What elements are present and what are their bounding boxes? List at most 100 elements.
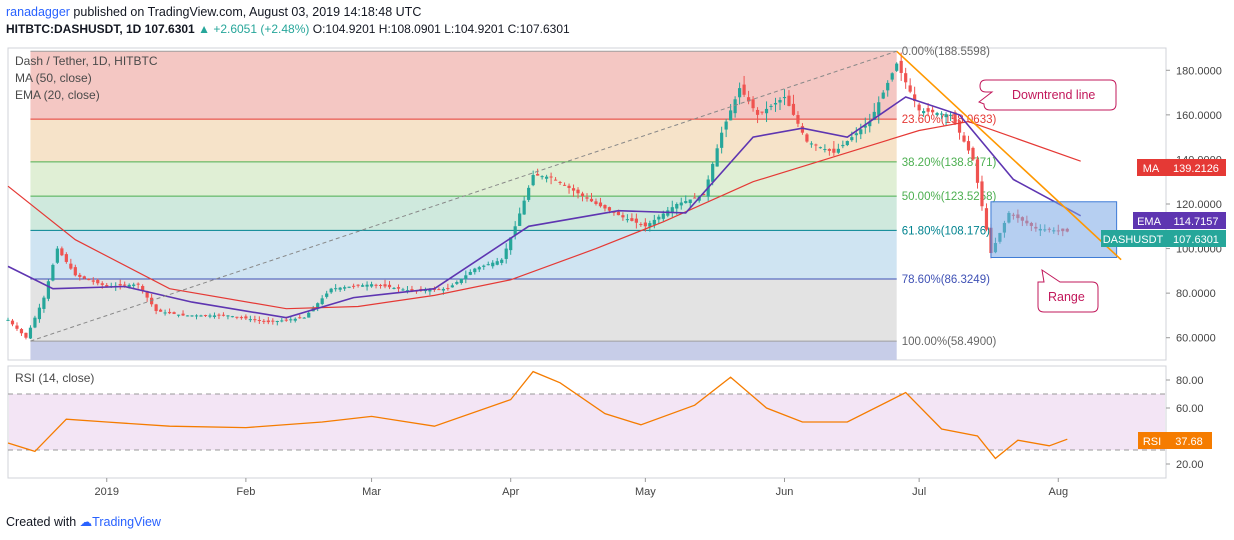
tradingview-link[interactable]: TradingView xyxy=(92,515,161,529)
fib-level-label: 100.00%(58.4900) xyxy=(902,336,997,348)
rsi-tag-value: 37.68 xyxy=(1175,436,1203,448)
fibonacci-retracement[interactable]: 0.00%(188.5598) 23.60%(158.0633) 38.20%(13… xyxy=(30,46,996,360)
candle-body xyxy=(818,147,822,149)
time-axis[interactable]: 2019 Feb Mar Apr May Jun Jul Aug xyxy=(8,477,1166,498)
time-tick-label: 2019 xyxy=(95,486,119,498)
chart-title: Dash / Tether, 1D, HITBTC xyxy=(15,54,158,68)
candle-body xyxy=(320,298,324,305)
candle-body xyxy=(787,95,791,106)
candle-body xyxy=(944,114,948,118)
candle-body xyxy=(760,111,764,113)
rsi-tick-label: 20.00 xyxy=(1176,459,1204,471)
candle-body xyxy=(280,320,284,322)
rsi-pane[interactable] xyxy=(7,370,1166,460)
candle-body xyxy=(567,185,571,188)
candle-body xyxy=(64,254,68,262)
candle-body xyxy=(720,132,724,148)
candle-body xyxy=(553,179,558,181)
candle-body xyxy=(814,144,818,146)
candle-body xyxy=(711,163,715,182)
time-tick-label: Mar xyxy=(362,486,381,498)
candle-body xyxy=(922,111,926,114)
candle-body xyxy=(702,193,706,196)
candle-body xyxy=(257,320,261,322)
time-tick-label: Aug xyxy=(1048,486,1068,498)
candle-body xyxy=(715,148,719,167)
candle-body xyxy=(325,293,329,297)
candle-body xyxy=(123,284,127,286)
candle-body xyxy=(827,148,831,151)
candle-body xyxy=(540,176,544,178)
candle-body xyxy=(42,297,46,309)
range-box[interactable] xyxy=(990,201,1118,258)
candle-body xyxy=(203,315,208,317)
candle-body xyxy=(953,112,957,124)
svg-text:RSI: RSI xyxy=(1143,436,1161,448)
candle-body xyxy=(935,112,939,116)
candle-body xyxy=(773,102,778,105)
candle-body xyxy=(545,176,549,179)
downtrend-line[interactable] xyxy=(896,50,1122,261)
candle-body xyxy=(298,317,302,319)
range-callout[interactable]: Range xyxy=(1037,268,1099,313)
candle-body xyxy=(684,201,688,204)
fib-level-label: 61.80%(108.176) xyxy=(902,225,990,237)
candle-body xyxy=(755,109,760,115)
candle-body xyxy=(100,283,104,285)
candle-body xyxy=(594,201,598,204)
candle-body xyxy=(176,314,181,316)
candle-body xyxy=(441,288,445,291)
candle-body xyxy=(343,287,347,289)
created-with-text: Created with xyxy=(6,515,77,529)
candle-body xyxy=(10,320,15,325)
downtrend-callout[interactable]: Downtrend line xyxy=(977,79,1117,111)
candle-body xyxy=(167,311,172,314)
candle-body xyxy=(253,319,257,321)
candle-body xyxy=(293,318,297,321)
candle-body xyxy=(217,314,221,316)
price-axis[interactable]: 180.0000160.0000140.0000120.0000100.0000… xyxy=(1166,65,1222,345)
candle-body xyxy=(383,284,387,287)
symbol-name: HITBTC:DASHUSDT, 1D xyxy=(6,22,145,36)
candle-body xyxy=(352,285,356,287)
candle-body xyxy=(163,312,167,314)
rsi-legend: RSI (14, close) xyxy=(15,371,94,385)
price-tick-label: 80.0000 xyxy=(1176,288,1216,300)
candle-body xyxy=(948,114,953,116)
candle-body xyxy=(172,312,176,314)
candle-body xyxy=(962,135,966,142)
candle-body xyxy=(738,88,742,98)
ema-tag-value: 114.7157 xyxy=(1173,216,1218,228)
candle-body xyxy=(764,108,769,114)
svg-text:MA: MA xyxy=(1143,163,1160,175)
candle-body xyxy=(87,278,91,281)
symbol-line: HITBTC:DASHUSDT, 1D 107.6301 ▲ +2.6051 (… xyxy=(6,22,570,36)
candle-body xyxy=(621,215,625,218)
candle-body xyxy=(562,184,567,186)
candle-body xyxy=(729,110,733,121)
candle-body xyxy=(639,224,643,226)
ohlc-high: H:108.0901 xyxy=(378,22,441,36)
candle-body xyxy=(868,121,872,127)
tradingview-logo-icon: ☁ xyxy=(79,515,93,529)
candle-body xyxy=(159,309,163,312)
candle-body xyxy=(527,187,531,200)
candle-body xyxy=(302,317,306,319)
rsi-band xyxy=(9,394,1165,450)
candle-body xyxy=(895,63,899,71)
candle-body xyxy=(904,73,908,83)
price-tick-label: 160.0000 xyxy=(1176,110,1222,122)
candle-body xyxy=(396,287,401,289)
author-link[interactable]: ranadagger xyxy=(6,5,70,19)
ohlc-low: L:104.9201 xyxy=(444,22,505,36)
candle-body xyxy=(913,94,917,102)
candle-body xyxy=(486,264,490,266)
candle-body xyxy=(769,105,773,108)
candle-body xyxy=(338,287,342,290)
fib-zone xyxy=(30,341,897,360)
candle-body xyxy=(208,315,212,317)
candle-body xyxy=(823,149,827,151)
candle-body xyxy=(387,284,392,288)
